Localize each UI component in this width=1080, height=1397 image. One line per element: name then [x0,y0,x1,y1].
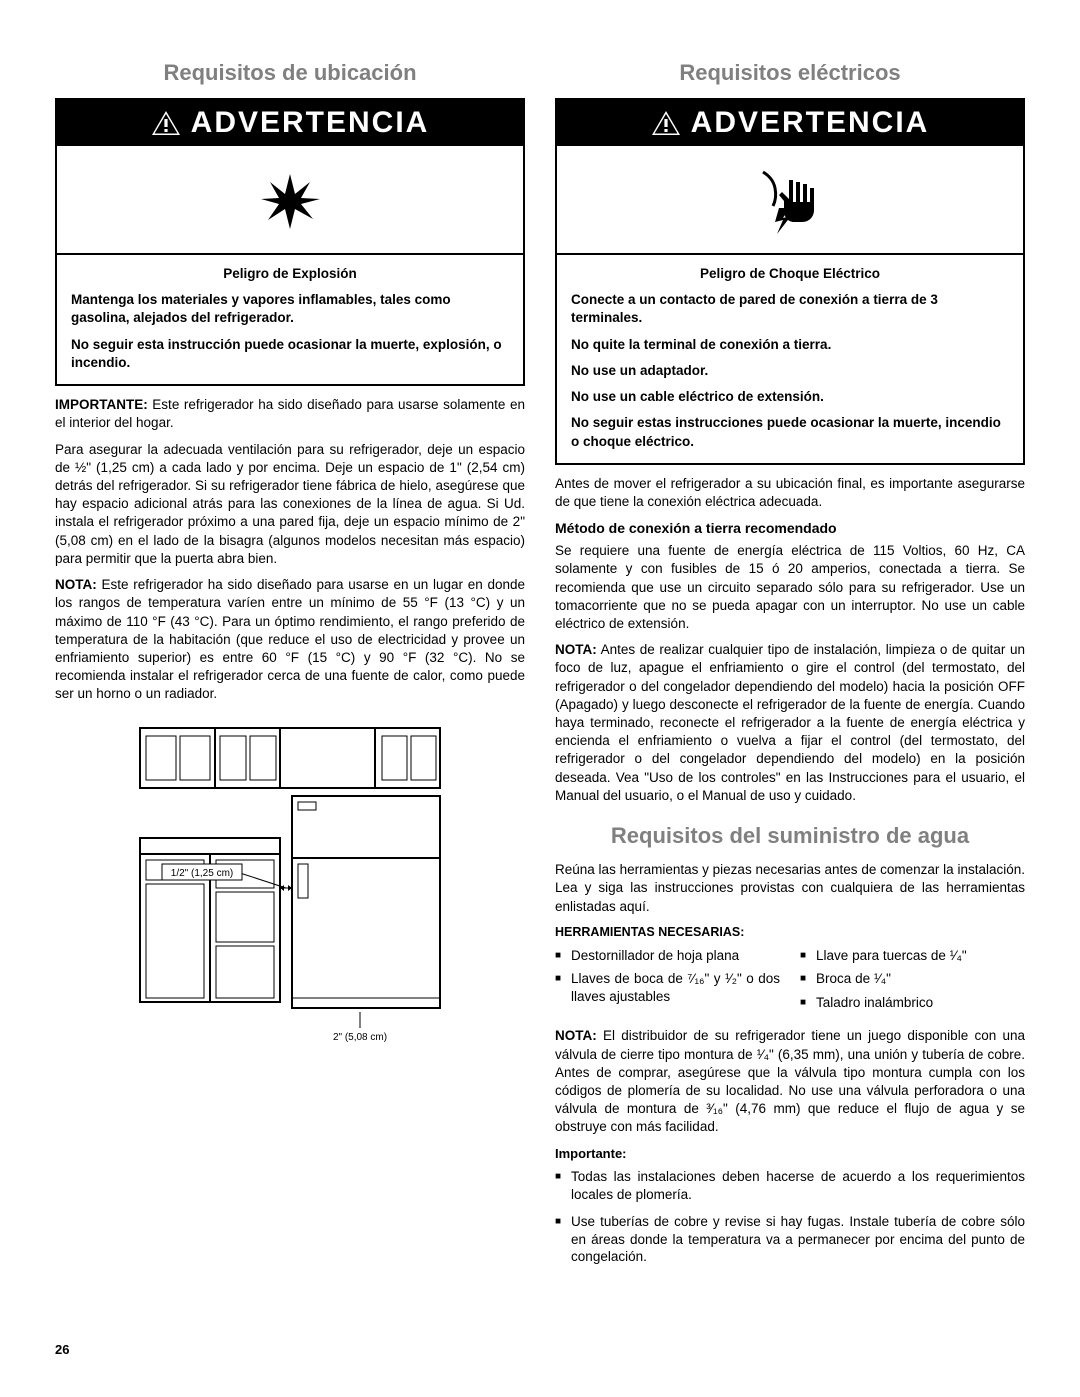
water-note: NOTA: El distribuidor de su refrigerador… [555,1027,1025,1136]
explosion-warning-title: Peligro de Explosión [71,265,509,283]
water-requirements-title: Requisitos del suministro de agua [555,823,1025,849]
note-lead: NOTA: [555,1028,597,1043]
tool-item: ■ Taladro inalámbrico [800,994,1025,1012]
shock-hand-icon [755,164,825,234]
bullet-icon: ■ [555,970,561,1005]
important-text: Use tuberías de cobre y revise si hay fu… [571,1213,1025,1266]
tools-right-col: ■ Llave para tuercas de ¹⁄₄" ■ Broca de ¹⁄… [800,947,1025,1018]
location-body: IMPORTANTE: Este refrigerador ha sido di… [55,396,525,704]
important-paragraph: IMPORTANTE: Este refrigerador ha sido di… [55,396,525,432]
explosion-icon [255,164,325,234]
explosion-warning-text: Peligro de Explosión Mantenga los materi… [57,255,523,384]
alert-triangle-icon [151,110,181,136]
important-list: ■ Todas las instalaciones deben hacerse d… [555,1168,1025,1266]
shock-icon-area [557,146,1023,255]
shock-warning-line: No quite la terminal de conexión a tierr… [571,336,1009,354]
important-text: Todas las instalaciones deben hacerse de… [571,1168,1025,1203]
water-body: Reúna las herramientas y piezas necesari… [555,861,1025,1266]
left-column: Requisitos de ubicación ADVERTENCIA Peli… [55,60,525,1276]
tool-text: Broca de ¹⁄₄" [816,970,891,988]
explosion-icon-area [57,146,523,255]
water-intro: Reúna las herramientas y piezas necesari… [555,861,1025,916]
tool-text: Llaves de boca de ⁷⁄₁₆" y ¹⁄₂" o dos lla… [571,970,780,1005]
tools-label: HERRAMIENTAS NECESARIAS: [555,924,1025,941]
warning-header: ADVERTENCIA [557,100,1023,146]
shock-warning-line: No seguir estas instrucciones puede ocas… [571,414,1009,450]
explosion-warning-line: No seguir esta instrucción puede ocasion… [71,336,509,372]
explosion-warning-box: ADVERTENCIA Peligro de Explosión Manteng… [55,98,525,386]
shock-warning-line: Conecte a un contacto de pared de conexi… [571,291,1009,327]
electrical-requirements-title: Requisitos eléctricos [555,60,1025,86]
shock-warning-line: No use un adaptador. [571,362,1009,380]
bullet-icon: ■ [800,947,806,965]
tool-item: ■ Destornillador de hoja plana [555,947,780,965]
grounding-paragraph: Se requiere una fuente de energía eléctr… [555,542,1025,633]
tool-item: ■ Llave para tuercas de ¹⁄₄" [800,947,1025,965]
bullet-icon: ■ [555,1168,561,1203]
shock-warning-title: Peligro de Choque Eléctrico [571,265,1009,283]
warning-header-text: ADVERTENCIA [691,106,930,140]
important-label: Importante: [555,1145,1025,1163]
important-item: ■Use tuberías de cobre y revise si hay f… [555,1213,1025,1266]
tool-text: Taladro inalámbrico [816,994,933,1012]
note-text: Este refrigerador ha sido diseñado para … [55,577,525,701]
bullet-icon: ■ [800,994,806,1012]
bullet-icon: ■ [555,1213,561,1266]
right-column: Requisitos eléctricos ADVERTENCIA Peligr… [555,60,1025,1276]
tool-item: ■ Broca de ¹⁄₄" [800,970,1025,988]
electrical-note: NOTA: Antes de realizar cualquier tipo d… [555,641,1025,805]
ventilation-paragraph: Para asegurar la adecuada ventilación pa… [55,441,525,569]
bullet-icon: ■ [555,947,561,965]
note-lead: NOTA: [55,577,97,592]
note-text: El distribuidor de su refrigerador tiene… [555,1028,1025,1134]
tools-columns: ■ Destornillador de hoja plana ■ Llaves de… [555,947,1025,1018]
tool-text: Llave para tuercas de ¹⁄₄" [816,947,967,965]
shock-warning-text: Peligro de Choque Eléctrico Conecte a un… [557,255,1023,463]
shock-warning-box: ADVERTENCIA Peligro de Choque Eléctrico … [555,98,1025,465]
explosion-warning-line: Mantenga los materiales y vapores inflam… [71,291,509,327]
note-lead: NOTA: [555,642,597,657]
temperature-note: NOTA: Este refrigerador ha sido diseñado… [55,576,525,704]
warning-header: ADVERTENCIA [57,100,523,146]
page-content: Requisitos de ubicación ADVERTENCIA Peli… [55,60,1025,1276]
electrical-body: Antes de mover el refrigerador a su ubic… [555,475,1025,805]
grounding-subhead: Método de conexión a tierra recomendado [555,519,1025,538]
bullet-icon: ■ [800,970,806,988]
note-text: Antes de realizar cualquier tipo de inst… [555,642,1025,803]
alert-triangle-icon [651,110,681,136]
shock-warning-line: No use un cable eléctrico de extensión. [571,388,1009,406]
page-number: 26 [55,1342,69,1357]
tools-left-col: ■ Destornillador de hoja plana ■ Llaves de… [555,947,780,1018]
diagram-side-gap-label: 1/2" (1,25 cm) [171,868,233,879]
important-lead: IMPORTANTE: [55,397,148,412]
diagram-rear-gap-label: 2" (5,08 cm) [333,1032,387,1043]
clearance-diagram: 1/2" (1,25 cm) 2" (5,08 cm) [55,718,525,1063]
location-requirements-title: Requisitos de ubicación [55,60,525,86]
tool-item: ■ Llaves de boca de ⁷⁄₁₆" y ¹⁄₂" o dos ll… [555,970,780,1005]
warning-header-text: ADVERTENCIA [191,106,430,140]
tool-text: Destornillador de hoja plana [571,947,739,965]
electrical-intro: Antes de mover el refrigerador a su ubic… [555,475,1025,511]
important-item: ■ Todas las instalaciones deben hacerse d… [555,1168,1025,1203]
